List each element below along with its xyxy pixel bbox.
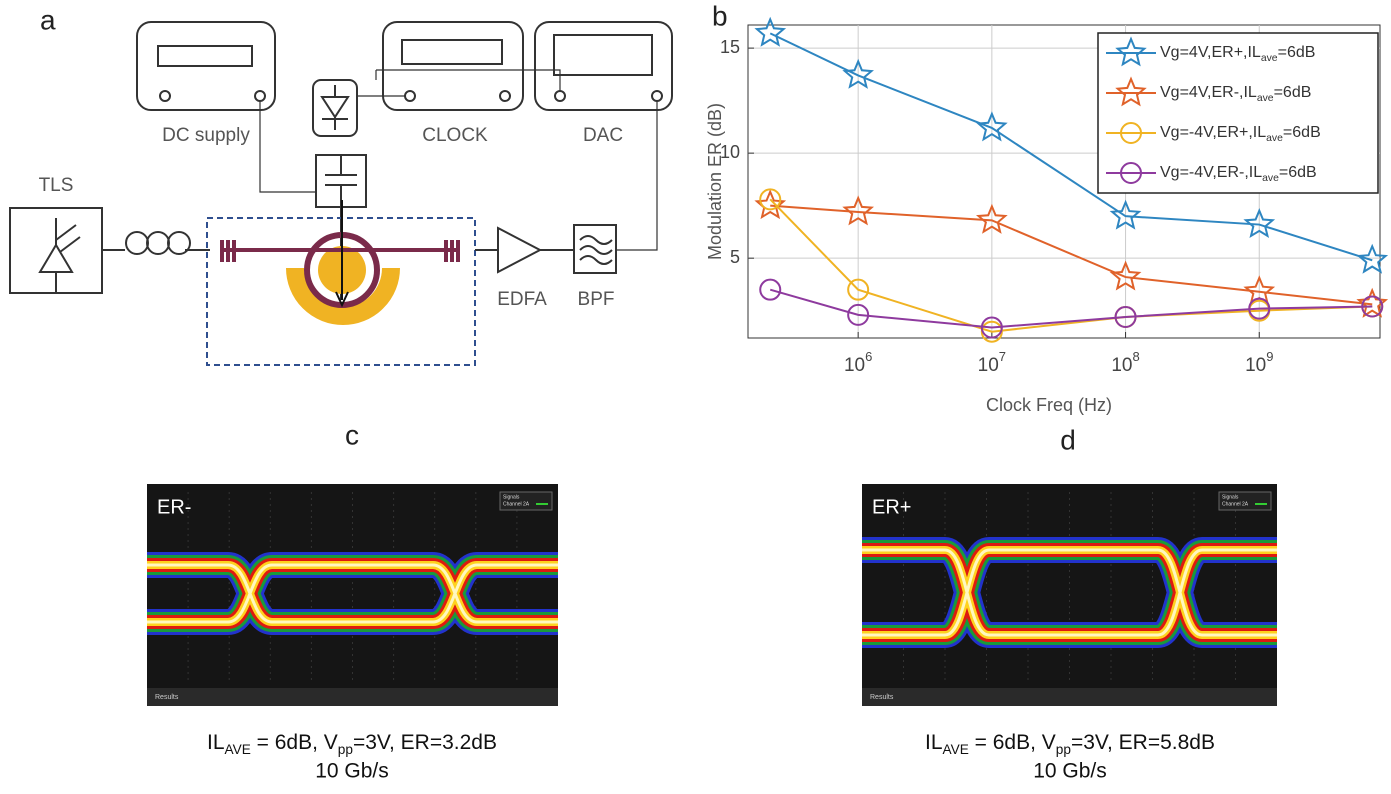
- text-part: Vg=4V,ER+,IL: [1160, 44, 1261, 61]
- instrument-label: EDFA: [497, 289, 547, 310]
- text-part: =6dB: [1283, 124, 1321, 141]
- panel-label: d: [1060, 424, 1076, 455]
- tick-exponent: 7: [999, 349, 1006, 364]
- text-part: =6dB: [1279, 164, 1317, 181]
- scope-legend-text: Channel 2A: [503, 501, 530, 507]
- text-part: = 6dB, V: [969, 731, 1056, 754]
- toolbar: [862, 688, 1277, 706]
- subscript: pp: [1056, 742, 1072, 757]
- text-part: Vg=-4V,ER+,IL: [1160, 124, 1266, 141]
- setup-diagram: [10, 22, 672, 365]
- eye-tag: ER+: [872, 496, 911, 518]
- scope-legend-text: Signals: [503, 494, 520, 500]
- toolbar-label: Results: [870, 694, 894, 701]
- tick-exponent: 9: [1266, 349, 1273, 364]
- instrument-label: BPF: [578, 289, 615, 310]
- toolbar-label: Results: [155, 694, 179, 701]
- tick-exponent: 6: [865, 349, 872, 364]
- subscript: AVE: [943, 742, 969, 757]
- tick-exponent: 8: [1133, 349, 1140, 364]
- panel-label: b: [712, 0, 728, 31]
- eye-tag: ER-: [157, 496, 191, 518]
- tick-base: 10: [844, 355, 865, 376]
- x-axis-label: Clock Freq (Hz): [986, 395, 1112, 415]
- toolbar: [147, 688, 558, 706]
- x-tick-label: 108: [1111, 349, 1139, 376]
- tick-base: 10: [1111, 355, 1132, 376]
- x-tick-label: 109: [1245, 349, 1273, 376]
- text-part: =6dB: [1278, 44, 1316, 61]
- y-axis-label: Modulation ER (dB): [705, 103, 725, 260]
- text-part: = 6dB, V: [251, 731, 338, 754]
- instrument-label: CLOCK: [422, 125, 488, 146]
- text-part: IL: [207, 731, 225, 754]
- tick-base: 10: [1245, 355, 1266, 376]
- figure: a b c d DC supply CLOCK DAC TLS EDFA BPF…: [0, 0, 1391, 789]
- instrument-label: TLS: [39, 175, 74, 196]
- tick-base: 10: [978, 355, 999, 376]
- instrument-label: DAC: [583, 125, 623, 146]
- text: ILAVE = 6dB, Vpp=3V, ER=3.2dB: [207, 731, 497, 758]
- x-tick-label: 106: [844, 349, 872, 376]
- text-part: =3V, ER=5.8dB: [1071, 731, 1215, 754]
- subscript: ave: [1266, 133, 1283, 144]
- x-tick-label: 107: [978, 349, 1006, 376]
- instrument-label: DC supply: [162, 125, 250, 146]
- text-part: Vg=4V,ER-,IL: [1160, 84, 1257, 101]
- subscript: AVE: [225, 742, 251, 757]
- caption-rate: 10 Gb/s: [1033, 760, 1107, 783]
- panel-label: a: [40, 4, 56, 35]
- y-tick-label: 15: [720, 37, 740, 57]
- scope-legend-text: Signals: [1222, 494, 1239, 500]
- subscript: ave: [1261, 53, 1278, 64]
- caption-rate: 10 Gb/s: [315, 760, 389, 783]
- text: ILAVE = 6dB, Vpp=3V, ER=5.8dB: [925, 731, 1215, 758]
- text-part: =3V, ER=3.2dB: [353, 731, 497, 754]
- subscript: pp: [338, 742, 354, 757]
- y-tick-label: 5: [730, 247, 740, 267]
- text-part: IL: [925, 731, 943, 754]
- scope-legend-text: Channel 2A: [1222, 501, 1249, 507]
- subscript: ave: [1262, 173, 1279, 184]
- text-part: Vg=-4V,ER-,IL: [1160, 164, 1262, 181]
- subscript: ave: [1257, 93, 1274, 104]
- panel-label: c: [345, 419, 359, 450]
- text-part: =6dB: [1274, 84, 1312, 101]
